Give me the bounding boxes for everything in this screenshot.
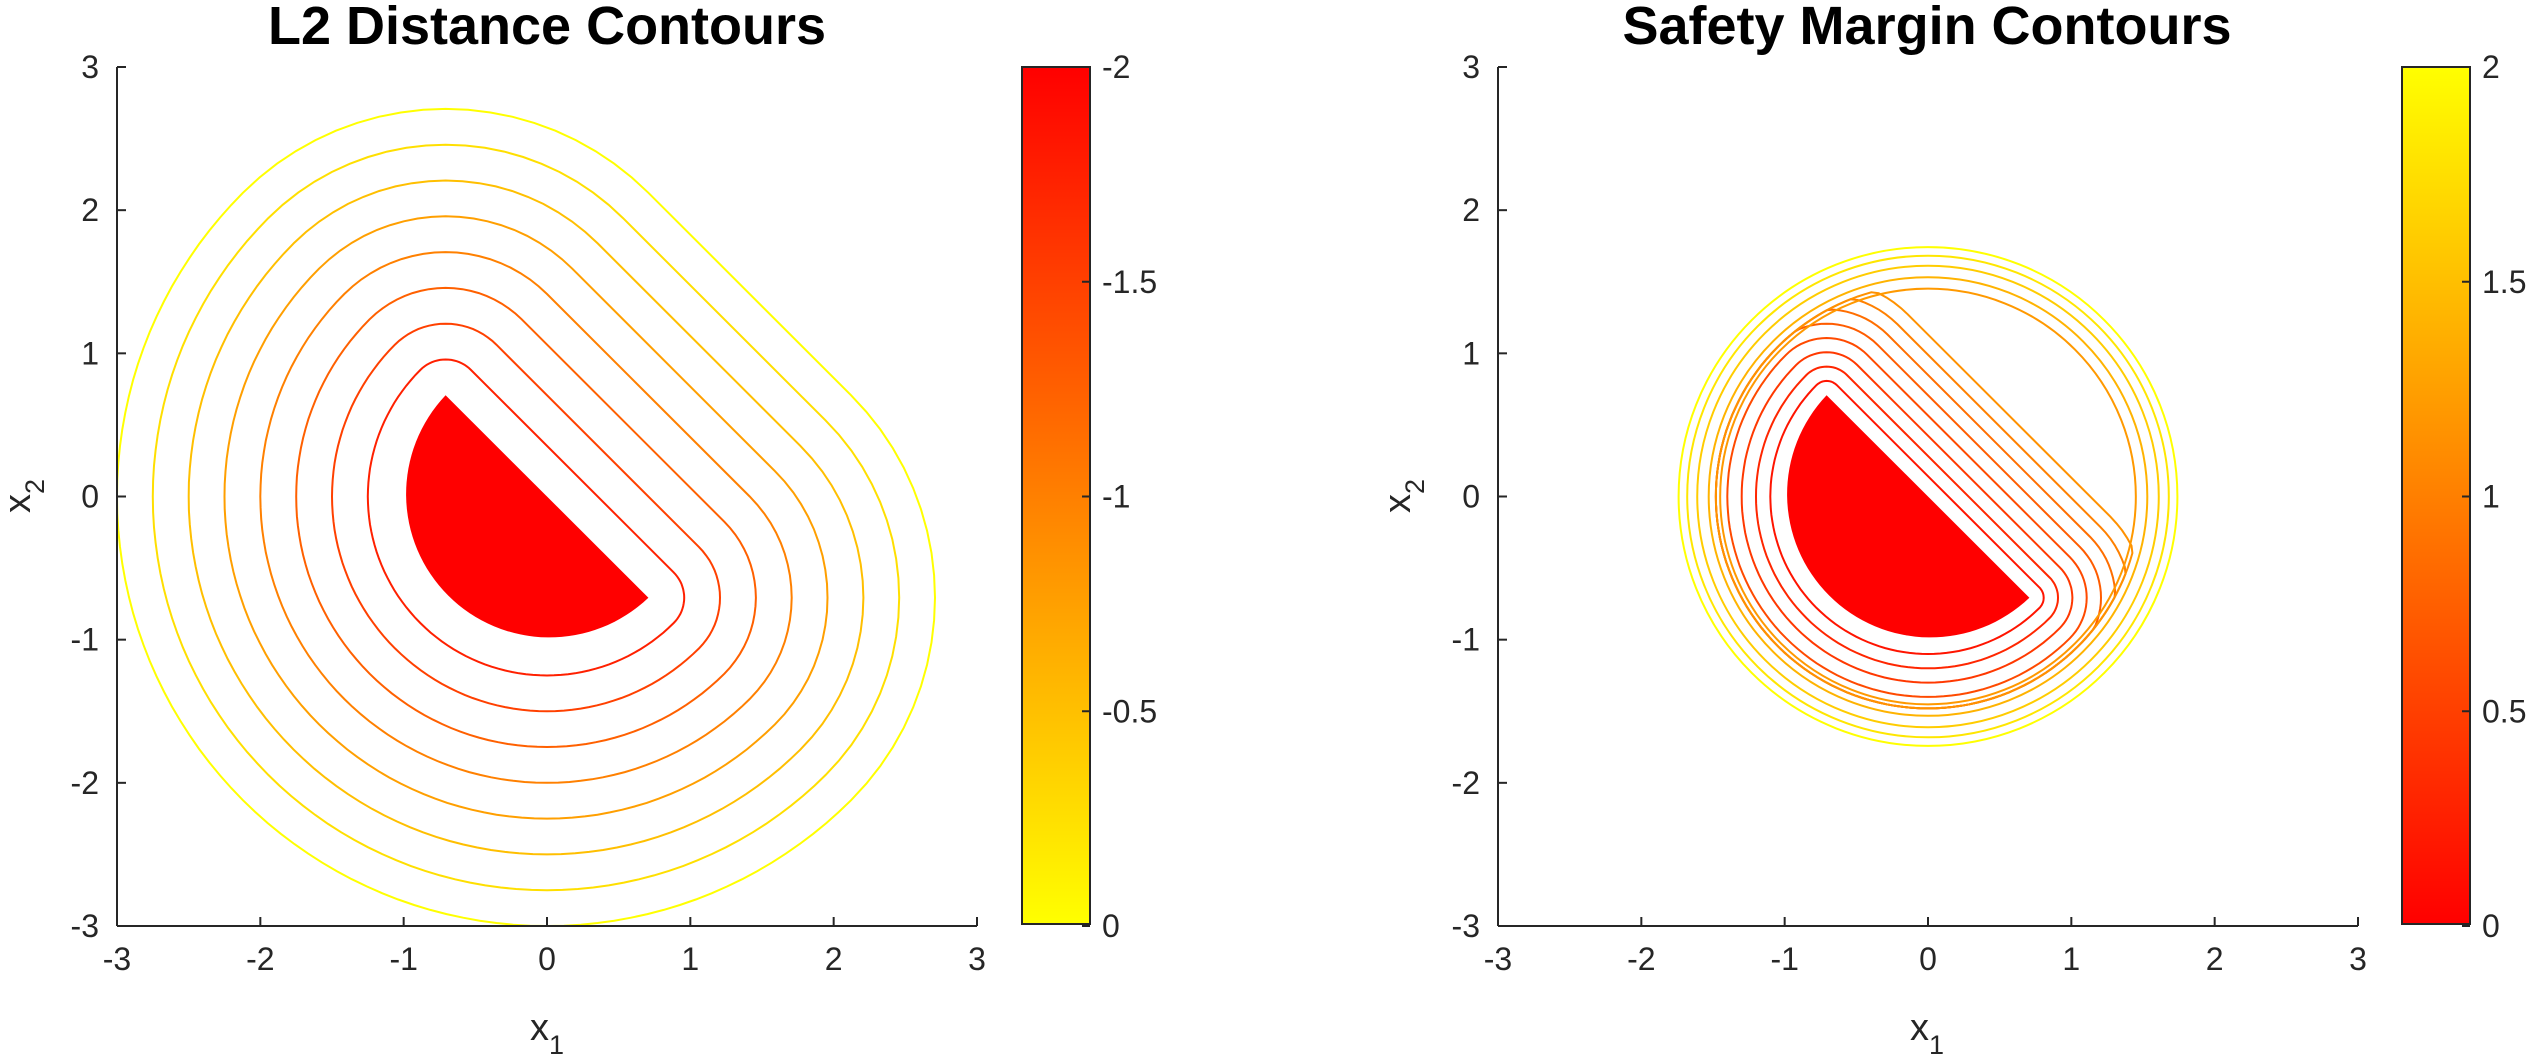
colorbar: -2 -1.5 -1 -0.5 0 [1021,49,1157,944]
y-tick-label: 2 [1462,192,1480,228]
y-axis-label: x2 [0,479,50,513]
x-tick-label: -2 [246,941,274,977]
colorbar: 0 0.5 1 1.5 2 [2401,49,2526,944]
safety-margin-chart: Safety Margin Contours -3 -2 -1 0 1 2 3 -3 -2 -1… [1377,0,2526,1060]
colorbar-ticks: 0 0.5 1 1.5 2 [2462,49,2526,944]
x-tick-label: 0 [538,941,556,977]
colorbar-gradient [1021,66,1091,925]
x-ticks: -3 -2 -1 0 1 2 3 [103,917,986,977]
x-axis-label: x1 [530,1007,564,1060]
contour-circle [1719,287,2137,706]
contour-line [1726,336,2088,698]
contour-circle [1707,276,2149,717]
y-tick-label: -3 [1452,908,1480,944]
y-tick-label: 1 [81,335,99,371]
contour-line [187,179,865,856]
y-tick-label: -1 [1452,622,1480,658]
colorbar-tick-label: -2 [1102,49,1130,85]
y-tick-label: 3 [1462,49,1480,85]
x-tick-label: 1 [2062,941,2080,977]
contour-line [366,358,686,677]
contour-lines [117,107,937,926]
colorbar-tick-label: 1 [2482,479,2500,515]
colorbar-gradient [2401,66,2471,925]
y-axis-label: x2 [1377,479,1430,513]
x-tick-label: 0 [1919,941,1937,977]
contour-line [1754,365,2060,670]
y-tick-label: 0 [81,479,99,515]
y-ticks: -3 -2 -1 0 1 2 3 [71,49,126,944]
colorbar-ticks: -2 -1.5 -1 -0.5 0 [1082,49,1157,944]
x-axis-label: x1 [1910,1007,1944,1060]
colorbar-tick-label: 2 [2482,49,2500,85]
l2-distance-chart: L2 Distance Contours -3 -2 -1 0 1 2 3 -3 -2 -1 0 1… [0,0,1157,1060]
y-tick-label: 3 [81,49,99,85]
x-tick-label: 2 [825,941,843,977]
y-ticks: -3 -2 -1 0 1 2 3 [1452,49,1507,944]
contour-lines [1677,246,2179,747]
x-tick-label: -3 [103,941,131,977]
contour-circle [1696,264,2160,729]
y-tick-label: -2 [71,765,99,801]
obstacle-half-disk [406,395,649,638]
contour-circle [1686,254,2170,739]
chart-title: L2 Distance Contours [268,0,826,56]
contour-line [223,215,829,820]
x-tick-label: 1 [681,941,699,977]
x-tick-label: -1 [389,941,417,977]
y-tick-label: -1 [71,622,99,658]
contour-line [259,251,793,784]
contour-line [151,143,901,892]
y-tick-label: 0 [1462,479,1480,515]
colorbar-tick-label: 0.5 [2482,693,2526,729]
x-tick-label: 3 [2349,941,2367,977]
x-ticks: -3 -2 -1 0 1 2 3 [1484,917,2367,977]
x-tick-label: -2 [1627,941,1655,977]
contour-line [1714,291,2134,710]
colorbar-tick-label: -1.5 [1102,264,1157,300]
contour-line [1769,379,2045,656]
obstacle-half-disk [1787,395,2030,638]
y-tick-label: -3 [71,908,99,944]
contour-line [330,322,722,713]
colorbar-tick-label: 0 [1102,908,1120,944]
y-tick-label: 2 [81,192,99,228]
x-tick-label: 2 [2206,941,2224,977]
contour-line [1740,351,2074,684]
colorbar-tick-label: -0.5 [1102,693,1157,729]
colorbar-tick-label: 1.5 [2482,264,2526,300]
contour-line [295,286,757,749]
colorbar-tick-label: 0 [2482,908,2500,944]
x-tick-label: 3 [968,941,986,977]
y-tick-label: 1 [1462,335,1480,371]
contour-circle [1677,246,2179,747]
chart-title: Safety Margin Contours [1622,0,2231,56]
x-tick-label: -3 [1484,941,1512,977]
y-tick-label: -2 [1452,765,1480,801]
x-tick-label: -1 [1770,941,1798,977]
colorbar-tick-label: -1 [1102,479,1130,515]
